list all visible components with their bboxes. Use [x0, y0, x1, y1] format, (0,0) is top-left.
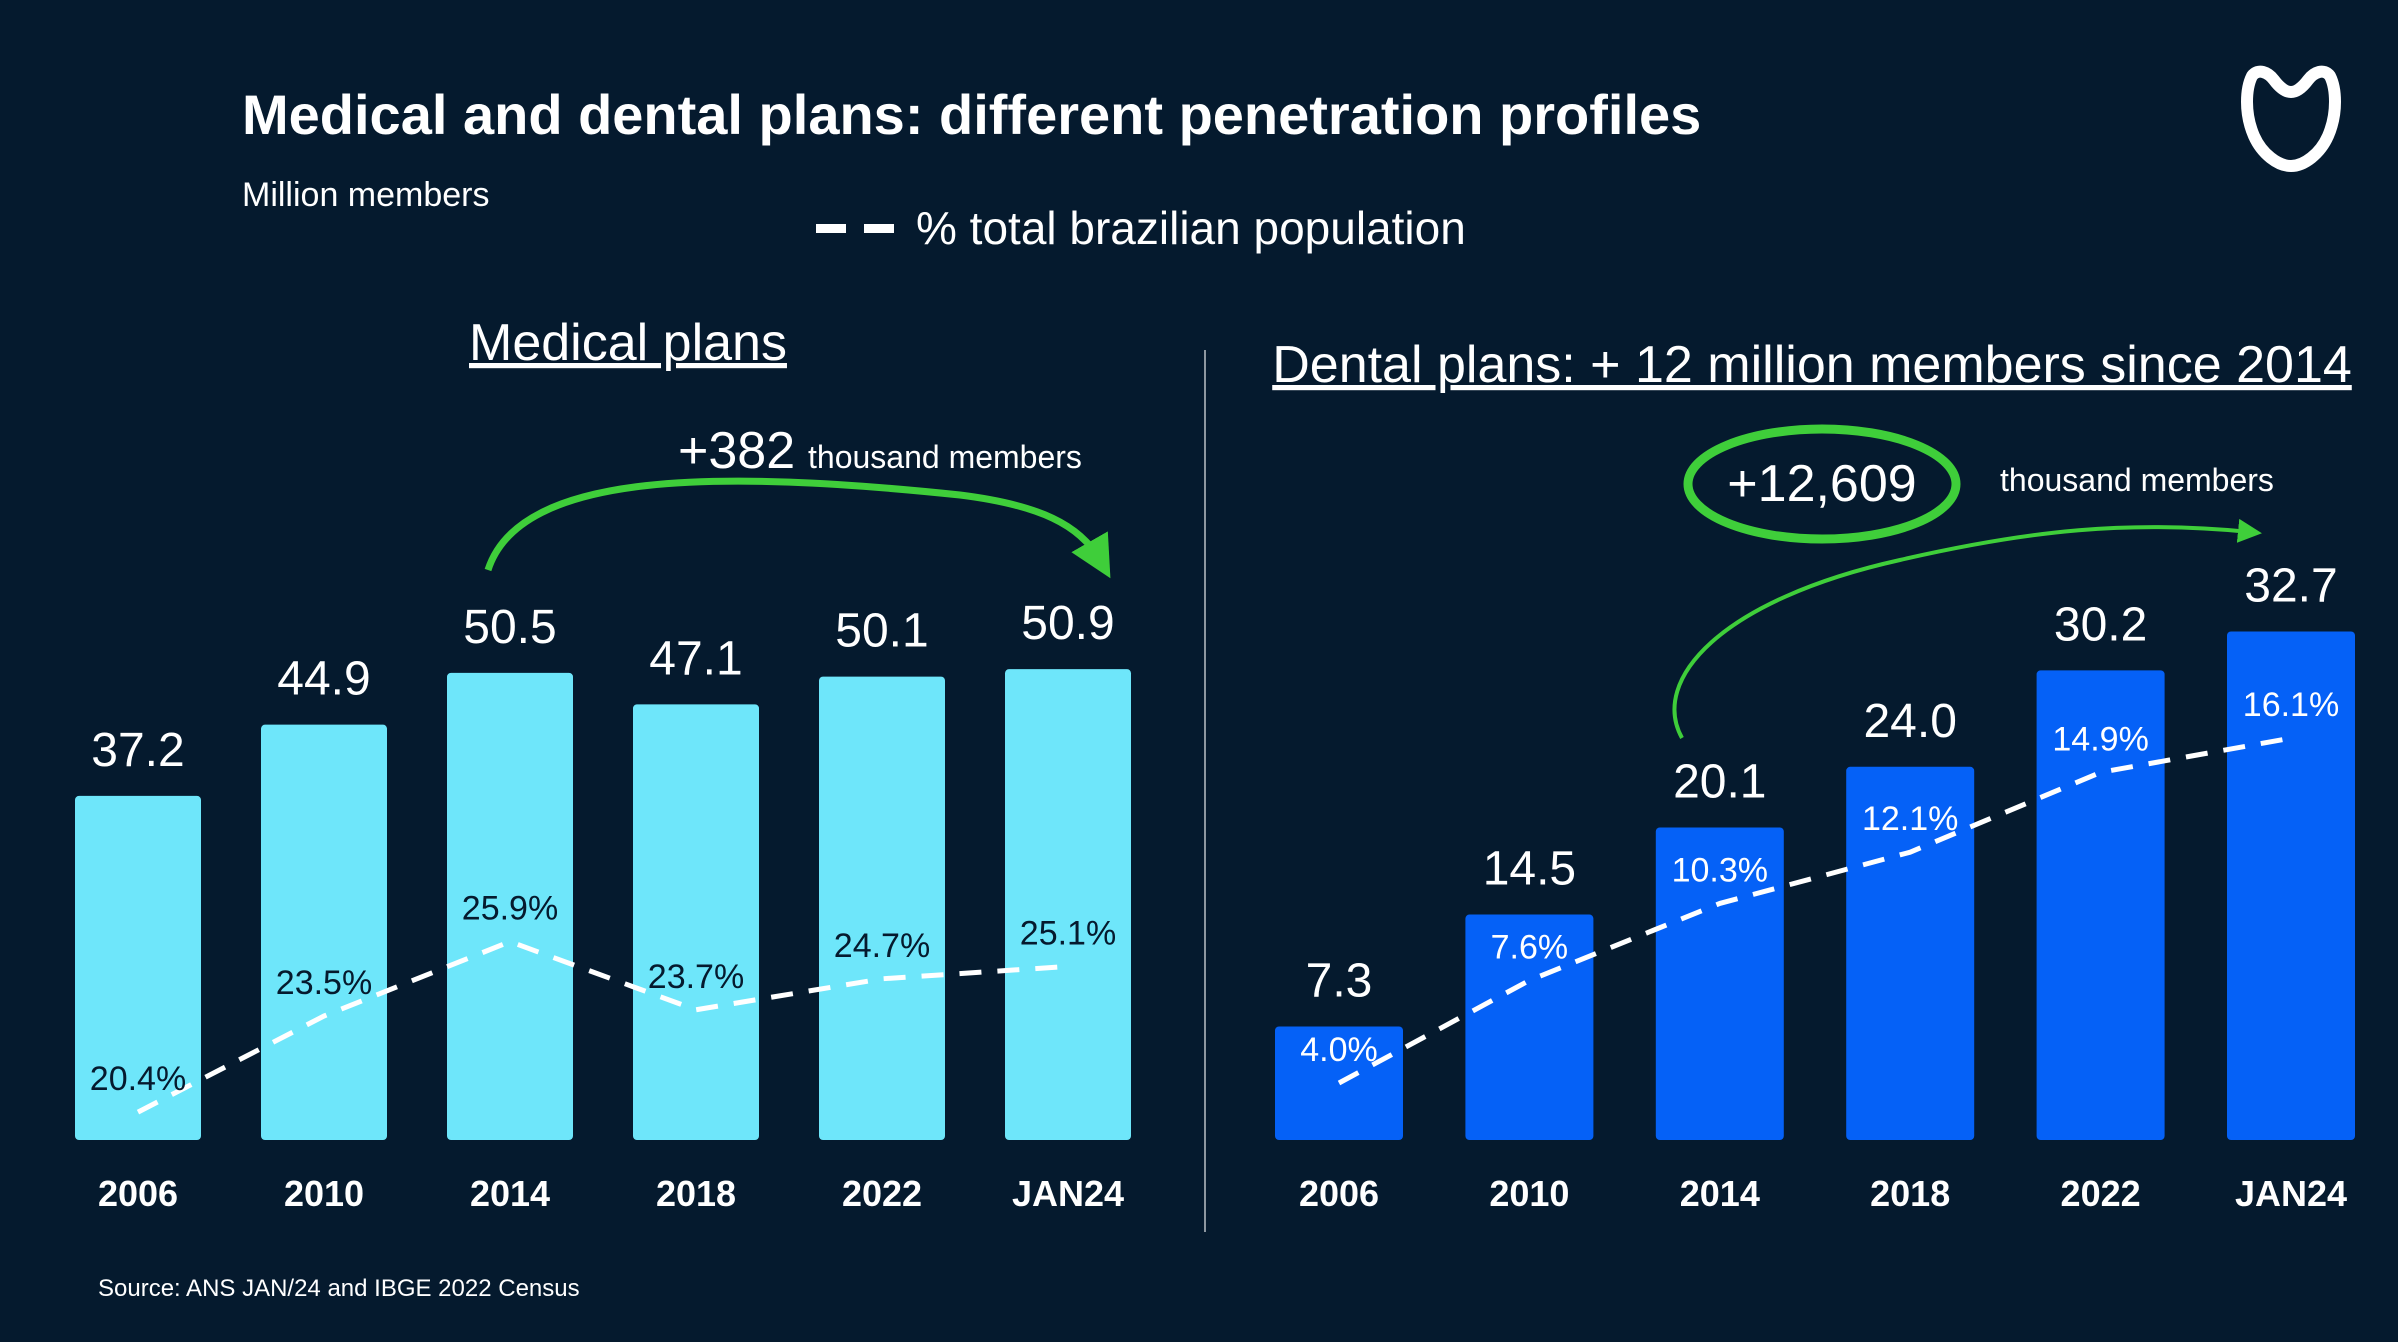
medical-growth-arrow	[484, 477, 1111, 579]
medical-population-share-line	[136, 939, 1069, 1115]
dental-category-label: 2018	[1870, 1173, 1950, 1214]
dental-plans-chart: Dental plans: + 12 million members since…	[1272, 336, 2355, 1214]
medical-category-label: 2014	[470, 1173, 550, 1214]
medical-value-label: 47.1	[649, 632, 742, 685]
source-note: Source: ANS JAN/24 and IBGE 2022 Census	[98, 1275, 580, 1302]
dental-category-label: 2022	[2061, 1173, 2141, 1214]
dental-percent-label: 14.9%	[2052, 720, 2148, 758]
medical-value-label: 44.9	[277, 653, 370, 706]
medical-category-label: 2018	[656, 1173, 736, 1214]
tooth-logo-icon	[2241, 65, 2341, 172]
dental-category-label: 2010	[1489, 1173, 1569, 1214]
medical-value-label: 37.2	[91, 724, 184, 777]
dental-category-label: JAN24	[2235, 1173, 2347, 1214]
dental-growth-highlight-ellipse	[1683, 424, 1961, 544]
dental-value-label: 24.0	[1863, 695, 1956, 748]
dental-growth-value: +12,609	[1727, 455, 1916, 513]
medical-percent-label: 23.7%	[648, 958, 744, 996]
medical-plans-chart: Medical plans +382 thousand members 37.2…	[75, 314, 1131, 1214]
dental-bar	[2227, 631, 2355, 1140]
medical-category-label: 2006	[98, 1173, 178, 1214]
legend: % total brazilian population	[816, 198, 1466, 258]
unit-subtitle: Million members	[242, 176, 490, 214]
dental-value-label: 7.3	[1306, 954, 1373, 1007]
dental-percent-label: 7.6%	[1491, 928, 1569, 966]
medical-percent-label: 20.4%	[90, 1060, 186, 1098]
dental-percent-label: 4.0%	[1300, 1031, 1378, 1069]
medical-chart-title: Medical plans	[469, 314, 787, 372]
medical-value-label: 50.5	[463, 601, 556, 654]
medical-growth-text: thousand members	[808, 439, 1082, 475]
dental-percent-label: 10.3%	[1672, 851, 1768, 889]
medical-percent-label: 25.1%	[1020, 914, 1116, 952]
dental-value-label: 14.5	[1483, 843, 1576, 896]
dental-bar	[2036, 670, 2165, 1140]
dental-percent-label: 12.1%	[1862, 800, 1958, 838]
medical-category-label: 2022	[842, 1173, 922, 1214]
medical-value-label: 50.1	[835, 605, 928, 658]
medical-percent-label: 23.5%	[276, 964, 372, 1002]
dental-population-share-line	[1337, 735, 2292, 1086]
dental-category-label: 2006	[1299, 1173, 1379, 1214]
dental-bar	[1655, 827, 1784, 1140]
dental-growth-arrow	[1672, 518, 2262, 739]
dental-category-label: 2014	[1680, 1173, 1760, 1214]
medical-bar	[447, 672, 573, 1140]
medical-bar	[633, 704, 759, 1140]
medical-bar	[75, 795, 201, 1140]
medical-percent-label: 25.9%	[462, 890, 558, 928]
dental-growth-text: thousand members	[2000, 462, 2274, 498]
dental-bar	[1275, 1026, 1403, 1140]
dental-value-label: 32.7	[2244, 560, 2337, 613]
legend-label: % total brazilian population	[916, 202, 1466, 254]
page-title: Medical and dental plans: different pene…	[242, 83, 1702, 146]
dashed-line-legend-icon	[816, 223, 894, 233]
medical-percent-label: 24.7%	[834, 927, 930, 965]
dental-value-label: 30.2	[2054, 598, 2147, 651]
dental-value-label: 20.1	[1673, 755, 1766, 808]
medical-bar	[261, 724, 387, 1140]
dental-chart-title: Dental plans: + 12 million members since…	[1272, 336, 2352, 394]
medical-bar	[1005, 669, 1131, 1140]
medical-value-label: 50.9	[1021, 597, 1114, 650]
medical-growth-value: +382	[678, 422, 795, 480]
dental-percent-label: 16.1%	[2243, 686, 2339, 724]
dental-bar	[1465, 914, 1594, 1140]
medical-category-label: 2010	[284, 1173, 364, 1214]
medical-bar	[819, 676, 945, 1140]
medical-category-label: JAN24	[1012, 1173, 1124, 1214]
